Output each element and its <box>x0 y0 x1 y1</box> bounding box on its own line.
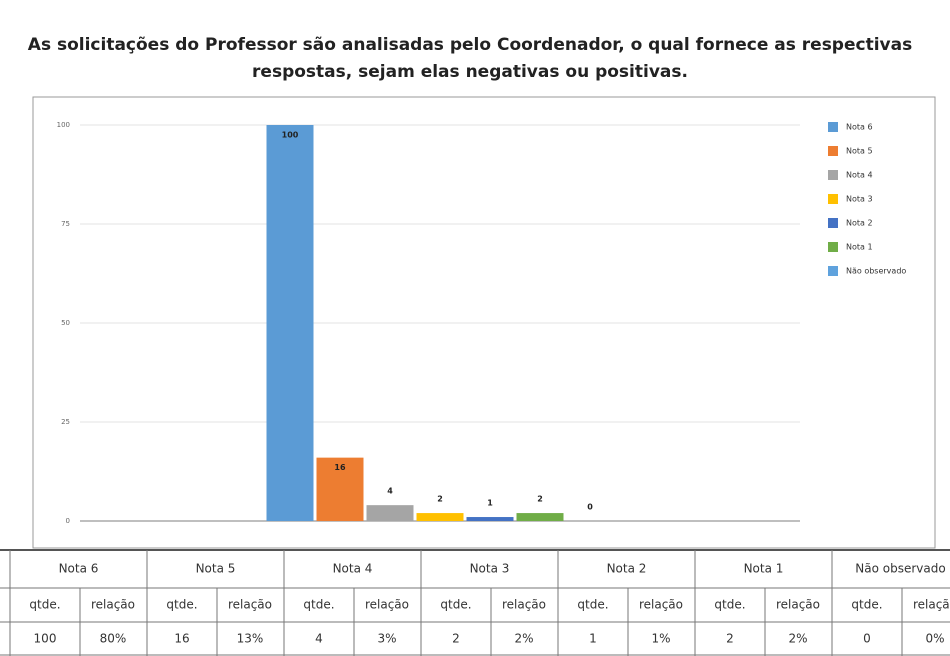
value-label: 100 <box>282 131 299 140</box>
table-subheader: qtde. <box>166 598 197 612</box>
table-subheader: relação <box>502 598 546 612</box>
table-header: Nota 6 <box>59 562 99 576</box>
table-cell: 2% <box>514 632 533 646</box>
table-header: Nota 3 <box>470 562 510 576</box>
y-tick-label: 100 <box>57 121 70 129</box>
bar <box>466 517 514 521</box>
y-tick-label: 25 <box>61 418 70 426</box>
chart-title: As solicitações do Professor são analisa… <box>28 35 912 55</box>
table-subheader: qtde. <box>29 598 60 612</box>
legend-swatch <box>828 218 838 228</box>
table-subheader: qtde. <box>303 598 334 612</box>
table-header: Nota 4 <box>333 562 373 576</box>
bar <box>266 125 314 521</box>
bar <box>316 457 364 521</box>
table-cell: 16 <box>174 632 189 646</box>
table-header: Nota 5 <box>196 562 236 576</box>
table-cell: 3% <box>377 632 396 646</box>
table-header: Nota 2 <box>607 562 647 576</box>
table-cell: 2 <box>452 632 460 646</box>
table-cell: 2 <box>726 632 734 646</box>
y-tick-label: 50 <box>61 319 70 327</box>
value-label: 1 <box>487 499 493 508</box>
legend-swatch <box>828 146 838 156</box>
legend-swatch <box>828 122 838 132</box>
table-cell: 4 <box>315 632 323 646</box>
value-label: 2 <box>437 495 443 504</box>
legend-swatch <box>828 242 838 252</box>
value-label: 2 <box>537 495 543 504</box>
table-cell: 1 <box>589 632 597 646</box>
table-subheader: qtde. <box>577 598 608 612</box>
bar <box>516 513 564 521</box>
value-label: 4 <box>387 487 393 496</box>
y-tick-label: 0 <box>66 517 70 525</box>
legend-label: Nota 1 <box>846 243 873 252</box>
value-label: 0 <box>587 503 593 512</box>
table-subheader: qtde. <box>440 598 471 612</box>
bar <box>416 513 464 521</box>
table-cell: 13% <box>237 632 264 646</box>
table-cell: 100 <box>34 632 57 646</box>
legend-swatch <box>828 266 838 276</box>
table-subheader: relação <box>365 598 409 612</box>
table-subheader: relação <box>639 598 683 612</box>
chart-subtitle: respostas, sejam elas negativas ou posit… <box>252 62 688 82</box>
table-header: Nota 1 <box>744 562 784 576</box>
table-cell: 2% <box>788 632 807 646</box>
legend-label: Nota 5 <box>846 147 873 156</box>
table-subheader: relação <box>91 598 135 612</box>
legend-label: Nota 4 <box>846 171 873 180</box>
table-cell: 80% <box>100 632 127 646</box>
legend-swatch <box>828 170 838 180</box>
table-cell: 1% <box>651 632 670 646</box>
table-subheader: relação <box>776 598 820 612</box>
bar <box>366 505 414 521</box>
legend-label: Nota 2 <box>846 219 873 228</box>
legend-label: Nota 3 <box>846 195 873 204</box>
table-cell: 0% <box>925 632 944 646</box>
table-cell: 0 <box>863 632 871 646</box>
y-tick-label: 75 <box>61 220 70 228</box>
table-subheader: relação <box>228 598 272 612</box>
table-subheader: qtde. <box>851 598 882 612</box>
table-header: Não observado <box>855 562 945 576</box>
legend-swatch <box>828 194 838 204</box>
table-subheader: qtde. <box>714 598 745 612</box>
legend-label: Não observado <box>846 267 906 276</box>
legend-label: Nota 6 <box>846 123 873 132</box>
table-subheader: relação <box>913 598 950 612</box>
value-label: 16 <box>334 463 346 472</box>
